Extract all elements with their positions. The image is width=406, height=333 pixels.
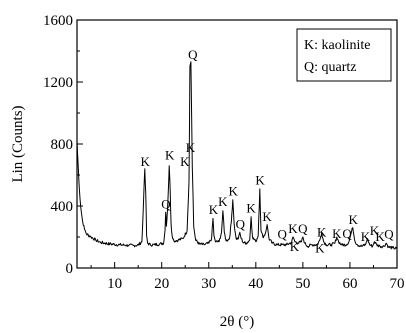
y-tick-label: 400 xyxy=(51,199,74,215)
x-tick-label: 60 xyxy=(342,276,357,292)
peak-label: K xyxy=(262,209,272,224)
legend-entry-kaolinite: K: kaolinite xyxy=(304,38,371,53)
x-tick-label: 20 xyxy=(154,276,169,292)
peak-label: Q xyxy=(384,227,394,242)
peak-label: Q xyxy=(188,47,198,62)
y-tick-label: 0 xyxy=(66,261,74,277)
peak-label: Q xyxy=(277,227,287,242)
peak-label: K xyxy=(180,154,190,169)
x-axis-title: 2θ (°) xyxy=(220,314,254,330)
plot-frame xyxy=(76,19,398,269)
legend-entry-quartz: Q: quartz xyxy=(304,60,356,75)
peak-label: Q xyxy=(298,221,308,236)
legend: K: kaolinite Q: quartz xyxy=(296,28,392,82)
peak-label: K xyxy=(370,223,380,238)
peak-label: K xyxy=(229,183,239,198)
peak-label: Q xyxy=(236,217,246,232)
peak-label: K xyxy=(209,202,219,217)
y-tick-label: 800 xyxy=(51,137,74,153)
peak-label: K xyxy=(315,241,325,256)
x-tick-label: 30 xyxy=(201,276,216,292)
peak-label: K xyxy=(290,239,300,254)
peak-label: K xyxy=(141,154,151,169)
peak-label: K xyxy=(375,229,385,244)
peak-label: K xyxy=(332,226,342,241)
legend-box xyxy=(296,28,392,82)
x-tick-label: 40 xyxy=(248,276,263,292)
x-tick-label: 50 xyxy=(295,276,310,292)
peak-label: K xyxy=(255,172,265,187)
y-axis-title: Lin (Counts) xyxy=(10,105,26,182)
peak-label: K xyxy=(361,229,371,244)
peak-label: K xyxy=(288,221,298,236)
series-group xyxy=(76,61,398,250)
y-tick-label: 1200 xyxy=(43,75,73,91)
x-tick-label: 70 xyxy=(390,276,405,292)
peak-label: K xyxy=(317,224,327,239)
xrd-series-line xyxy=(76,61,398,250)
y-tick-label: 1600 xyxy=(43,13,73,29)
peak-label: K xyxy=(349,212,359,227)
peak-label: K xyxy=(218,194,228,209)
peak-label: K xyxy=(165,148,175,163)
peak-label: Q xyxy=(161,196,171,211)
peak-label: K xyxy=(186,140,196,155)
peak-label: Q xyxy=(342,226,352,241)
tick-labels: 10 20 30 40 50 60 70 0 400 800 1200 1600 xyxy=(43,13,405,292)
x-tick-label: 10 xyxy=(107,276,122,292)
peak-label: K xyxy=(246,200,256,215)
